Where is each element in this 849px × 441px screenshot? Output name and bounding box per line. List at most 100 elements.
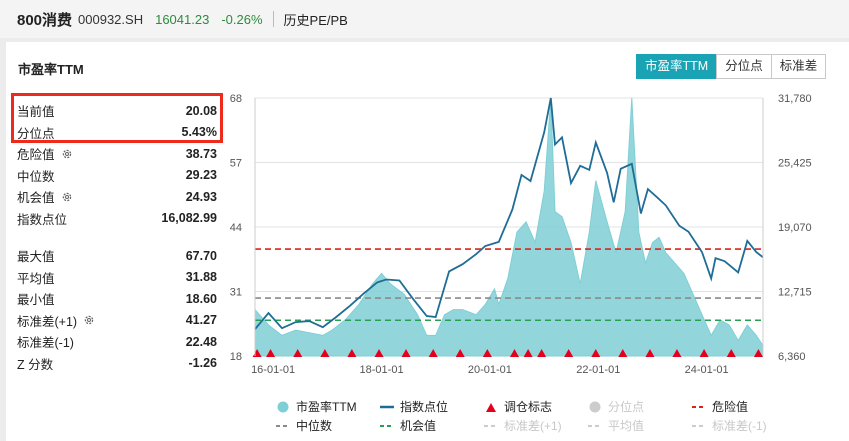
stat-label: 最小值 — [17, 293, 55, 308]
highlight-box — [11, 93, 223, 143]
legend-label: 平均值 — [608, 419, 645, 433]
rebalance-marker — [618, 349, 628, 357]
x-tick: 24-01-01 — [685, 364, 729, 376]
stat-min: 最小值 18.60 — [17, 288, 217, 310]
legend-item[interactable]: 市盈率TTM — [274, 398, 378, 415]
stat-max: 最大值 67.70 — [17, 245, 217, 267]
rebalance-marker — [347, 349, 357, 357]
gear-icon[interactable] — [61, 191, 73, 203]
stat-label: 标准差(+1) — [17, 314, 78, 329]
legend-marker-icon — [586, 420, 604, 432]
rebalance-marker — [455, 349, 465, 357]
metric-tabs: 市盈率TTM 分位点 标准差 — [636, 54, 827, 79]
rebalance-marker — [699, 349, 709, 357]
stat-value: 5.43% — [181, 125, 217, 140]
index-change: -0.26% — [221, 11, 263, 27]
stat-stddev-plus: 标准差(+1) 41.27 — [17, 310, 217, 332]
tab-stddev[interactable]: 标准差 — [770, 54, 827, 79]
rebalance-marker — [509, 349, 519, 357]
legend-item[interactable]: 指数点位 — [378, 398, 482, 415]
y-right-tick: 12,715 — [778, 287, 812, 299]
stat-label: 标准差(-1) — [17, 336, 74, 351]
legend-marker-icon — [690, 401, 708, 413]
legend-label: 标准差(+1) — [504, 419, 562, 433]
legend-item[interactable]: 标准差(+1) — [482, 417, 586, 434]
rebalance-marker — [266, 349, 276, 357]
legend-label: 调仓标志 — [504, 400, 553, 414]
panel-title: 市盈率TTM — [18, 62, 84, 77]
stat-percentile: 分位点 5.43% — [17, 122, 217, 144]
rebalance-marker — [537, 349, 547, 357]
x-tick: 16-01-01 — [251, 364, 295, 376]
y-right-tick: 19,070 — [778, 222, 812, 234]
rebalance-marker — [482, 349, 492, 357]
legend-marker-icon — [482, 420, 500, 432]
legend-row: 市盈率TTM 指数点位 调仓标志 分位点 危险值 — [274, 397, 834, 416]
legend-item[interactable]: 平均值 — [586, 417, 690, 434]
rebalance-marker — [672, 349, 682, 357]
y-left-tick: 31 — [230, 287, 242, 299]
header-subtitle[interactable]: 历史PE/PB — [283, 12, 348, 28]
legend-item[interactable]: 机会值 — [378, 417, 482, 434]
stat-label: 平均值 — [17, 271, 55, 286]
legend-item[interactable]: 危险值 — [690, 398, 794, 415]
rebalance-marker — [564, 349, 574, 357]
index-code: 000932.SH — [78, 11, 144, 27]
valuation-panel: 市盈率TTM 市盈率TTM 分位点 标准差 当前值 20.08 分位点 5.43… — [6, 42, 849, 441]
x-tick: 22-01-01 — [576, 364, 620, 376]
y-right-tick: 31,780 — [778, 93, 812, 105]
stat-z-score: Z 分数 -1.26 — [17, 353, 217, 375]
x-tick: 18-01-01 — [360, 364, 404, 376]
stat-value: 31.88 — [185, 270, 217, 285]
y-left-tick: 44 — [230, 222, 242, 234]
legend-marker-icon — [378, 401, 396, 413]
rebalance-marker — [401, 349, 411, 357]
legend-label: 分位点 — [608, 400, 645, 414]
stat-label: 危险值 — [17, 148, 55, 163]
rebalance-marker — [293, 349, 303, 357]
stat-label: 当前值 — [17, 105, 55, 120]
rebalance-marker — [645, 349, 655, 357]
stat-label: 机会值 — [17, 191, 55, 206]
legend-label: 危险值 — [712, 400, 749, 414]
chart-legend: 市盈率TTM 指数点位 调仓标志 分位点 危险值 中位数 机会值 标准差(+1) 平均值 标准差… — [274, 397, 834, 435]
legend-label: 指数点位 — [400, 400, 449, 414]
stat-label: 中位数 — [17, 169, 55, 184]
legend-marker-icon — [690, 420, 708, 432]
stat-current: 当前值 20.08 — [17, 100, 217, 122]
legend-item[interactable]: 调仓标志 — [482, 398, 586, 415]
legend-item[interactable]: 分位点 — [586, 398, 690, 415]
stat-stddev-minus: 标准差(-1) 22.48 — [17, 331, 217, 353]
stat-danger: 危险值 38.73 — [17, 143, 217, 165]
legend-marker-icon — [378, 420, 396, 432]
pe-chart[interactable]: 18 31 44 57 68 6,360 12,715 19,070 25,425 31,780 1… — [6, 42, 849, 392]
gear-icon[interactable] — [61, 148, 73, 160]
y-right-tick: 6,360 — [778, 351, 806, 363]
stat-value: 29.23 — [185, 168, 217, 183]
rebalance-marker — [374, 349, 384, 357]
y-left-tick: 18 — [230, 351, 242, 363]
stat-label: 指数点位 — [17, 212, 68, 227]
legend-item[interactable]: 标准差(-1) — [690, 417, 794, 434]
y-left-tick: 68 — [230, 93, 242, 105]
index-name: 800消费 — [17, 11, 73, 29]
y-right-tick: 25,425 — [778, 158, 812, 170]
header-divider — [272, 11, 274, 27]
index-header: 800消费 000932.SH 16041.23 -0.26% 历史PE/PB — [0, 0, 849, 38]
legend-label: 市盈率TTM — [296, 400, 357, 414]
stat-value: -1.26 — [188, 356, 218, 371]
stat-label: 分位点 — [17, 126, 55, 141]
x-tick: 20-01-01 — [468, 364, 512, 376]
legend-marker-icon — [274, 401, 292, 413]
legend-row: 中位数 机会值 标准差(+1) 平均值 标准差(-1) — [274, 416, 834, 435]
rebalance-marker — [753, 349, 763, 357]
legend-label: 中位数 — [296, 419, 333, 433]
legend-item[interactable]: 中位数 — [274, 417, 378, 434]
rebalance-marker — [726, 349, 736, 357]
stat-mean: 平均值 31.88 — [17, 267, 217, 289]
gear-icon[interactable] — [83, 314, 95, 326]
rebalance-marker — [428, 349, 438, 357]
pe-area — [254, 97, 764, 357]
legend-label: 机会值 — [400, 419, 437, 433]
stat-value: 20.08 — [185, 103, 217, 118]
